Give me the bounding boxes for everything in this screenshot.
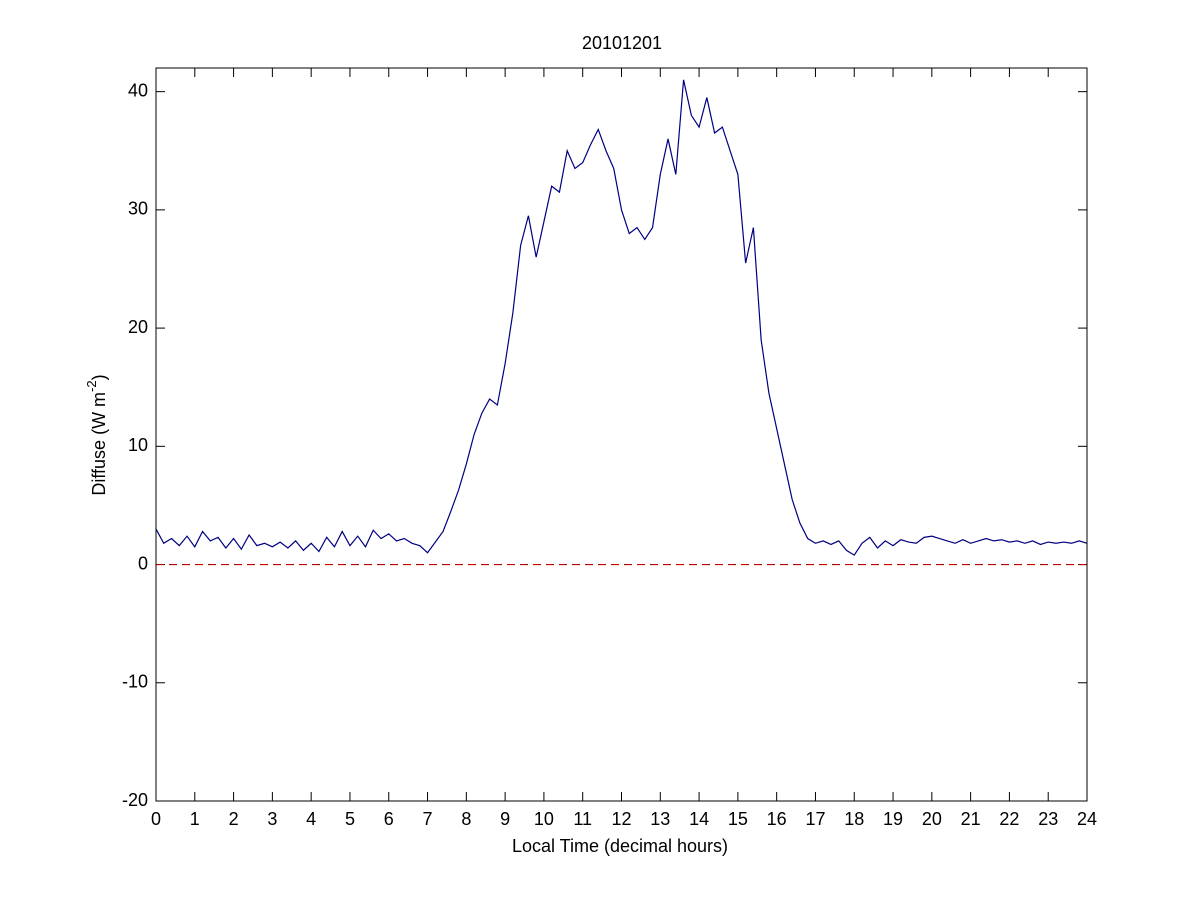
x-tick-label: 17 [805,809,825,829]
x-tick-label: 14 [689,809,709,829]
x-tick-label: 4 [306,809,316,829]
x-tick-label: 6 [384,809,394,829]
y-tick-label: -20 [122,790,148,810]
data-line [155,79,1088,556]
x-tick-label: 24 [1077,809,1097,829]
y-axis-label: Diffuse (W m-2) [84,374,108,495]
y-label-text: Diffuse (W m [89,392,109,496]
x-tick-label: 22 [999,809,1019,829]
x-tick-label: 3 [267,809,277,829]
x-axis-label: Local Time (decimal hours) [512,836,728,856]
x-tick-label: 21 [961,809,981,829]
x-tick-label: 11 [573,809,592,829]
x-tick-label: 0 [151,809,161,829]
y-tick-label: 10 [128,435,148,455]
plot-frame [155,67,1088,802]
y-tick-label: 40 [128,80,148,100]
x-tick-label: 12 [611,809,631,829]
x-tick-label: 1 [190,809,200,829]
x-tick-label: 13 [650,809,670,829]
chart-title: 20101201 [582,33,662,53]
y-tick-label: -10 [122,672,148,692]
x-tick-label: 9 [500,809,510,829]
y-label-superscript: -2 [84,380,99,392]
x-tick-label: 5 [345,809,355,829]
y-tick-label: 20 [128,317,148,337]
y-tick-label: 0 [138,553,148,573]
x-tick-label: 10 [534,809,554,829]
x-tick-label: 2 [229,809,239,829]
x-tick-label: 19 [883,809,903,829]
x-tick-label: 16 [767,809,787,829]
x-tick-label: 20 [922,809,942,829]
x-tick-label: 18 [844,809,864,829]
x-tick-label: 23 [1038,809,1058,829]
y-tick-label: 30 [128,199,148,219]
x-tick-label: 7 [423,809,433,829]
y-label-suffix: ) [89,374,109,380]
x-tick-label: 8 [461,809,471,829]
x-tick-label: 15 [728,809,748,829]
